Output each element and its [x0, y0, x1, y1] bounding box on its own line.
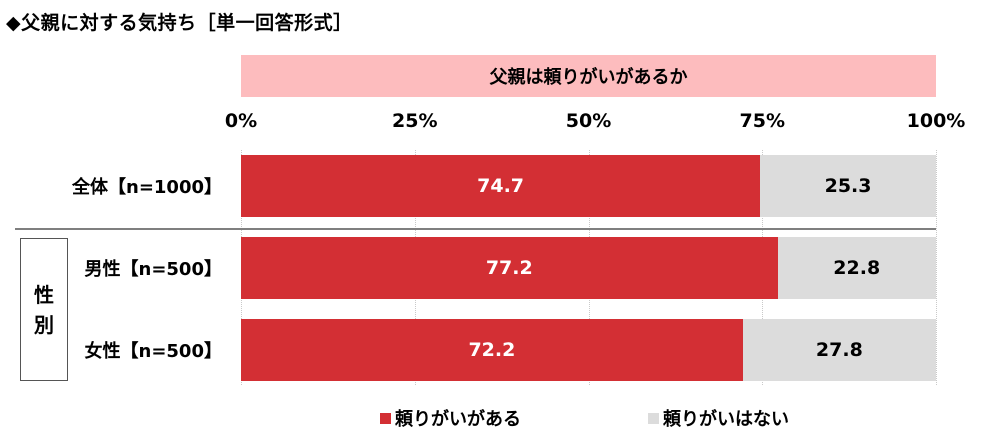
- data-label: 77.2: [485, 257, 533, 279]
- x-tick-label: 100%: [906, 110, 966, 132]
- legend-swatch-no: [648, 412, 659, 424]
- data-label: 27.8: [815, 339, 863, 361]
- question-banner: 父親は頼りがいがあるか: [241, 55, 936, 97]
- data-label: 72.2: [468, 339, 516, 361]
- category-label: 男性【n=500】: [84, 259, 222, 280]
- legend-label-yes: 頼りがいがある: [395, 409, 521, 430]
- legend-swatch-yes: [380, 412, 391, 424]
- group-label-char: 別: [34, 312, 54, 337]
- x-tick-label: 25%: [392, 110, 438, 132]
- group-separator: [15, 228, 936, 230]
- bar-segment-yes: 74.7: [241, 155, 761, 217]
- category-label: 全体【n=1000】: [72, 177, 222, 198]
- bar-segment-no: 22.8: [777, 237, 936, 299]
- gridline: [936, 150, 937, 385]
- x-tick-label: 0%: [224, 110, 258, 132]
- group-label-char: 性: [34, 282, 54, 307]
- bar-segment-no: 25.3: [760, 155, 936, 217]
- data-label: 25.3: [824, 175, 872, 197]
- category-label: 女性【n=500】: [84, 341, 222, 362]
- data-label: 74.7: [477, 175, 525, 197]
- chart-title: ◆父親に対する気持ち［単一回答形式］: [6, 12, 353, 34]
- x-tick-label: 75%: [739, 110, 785, 132]
- bar-segment-yes: 77.2: [241, 237, 778, 299]
- gender-group-label: 性 別: [20, 238, 68, 381]
- data-label: 22.8: [833, 257, 881, 279]
- x-tick-label: 50%: [565, 110, 612, 132]
- legend-label-no: 頼りがいはない: [663, 409, 789, 430]
- question-text: 父親は頼りがいがあるか: [489, 67, 688, 88]
- legend-item-no: 頼りがいはない: [648, 405, 789, 431]
- bar-segment-yes: 72.2: [241, 319, 743, 381]
- bar-segment-no: 27.8: [742, 319, 936, 381]
- legend-item-yes: 頼りがいがある: [380, 405, 521, 431]
